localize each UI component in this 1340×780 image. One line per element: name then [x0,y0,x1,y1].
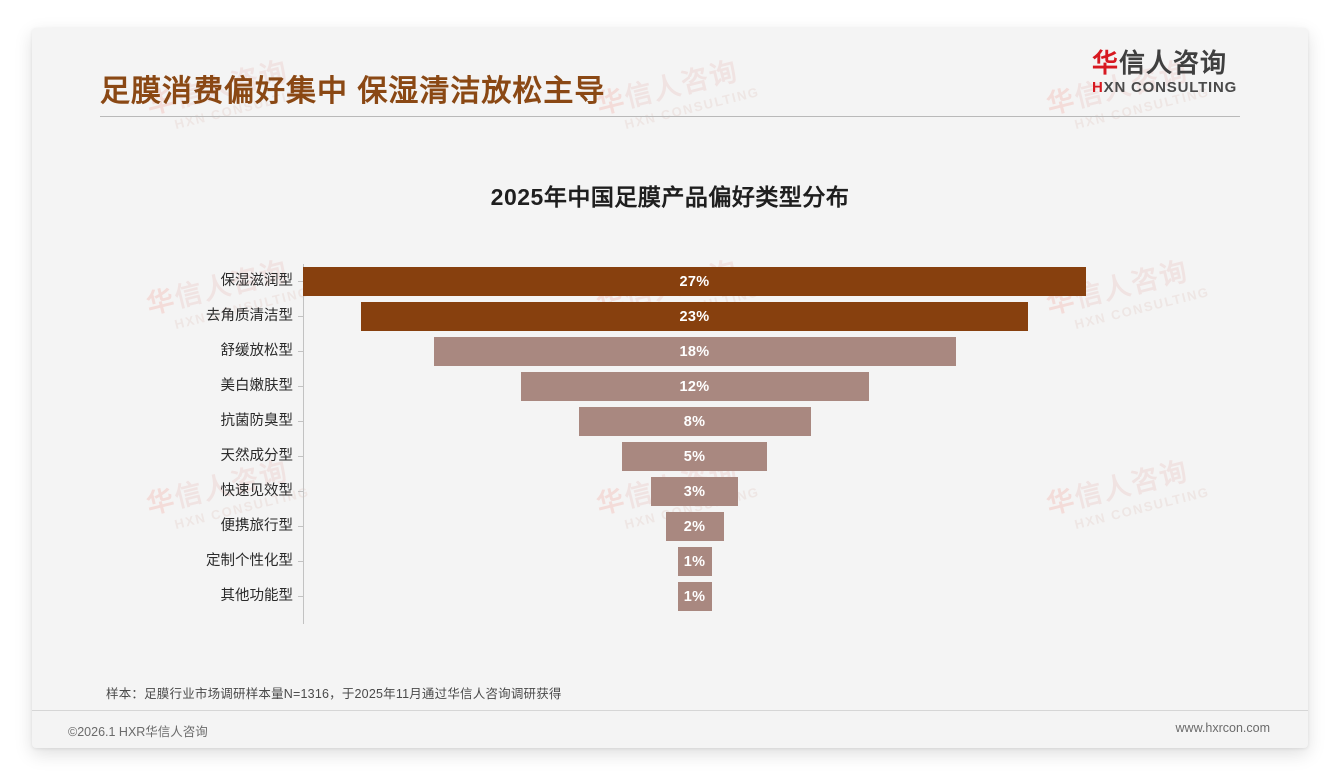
axis-tick [298,386,303,387]
funnel-bar: 1% [677,582,712,611]
bar-value-label: 2% [683,518,706,535]
bar-value-label: 18% [679,343,710,360]
category-label: 抗菌防臭型 [220,413,294,429]
category-label: 去角质清洁型 [206,308,293,324]
funnel-row: 天然成分型 5% [32,439,1308,474]
axis-tick [298,316,303,317]
category-label: 定制个性化型 [206,553,293,569]
brand-logo-english-highlight: H [1092,79,1104,97]
funnel-bar: 27% [303,267,1086,296]
bar-value-label: 5% [683,448,706,465]
chart-area: 2025年中国足膜产品偏好类型分布 保湿滋润型 27% 去角质清洁型 23% 舒缓放松型… [32,124,1308,660]
chart-title: 2025年中国足膜产品偏好类型分布 [490,184,850,210]
axis-tick [298,351,303,352]
footer-copyright: ©2026.1 HXR华信人咨询 [68,725,208,739]
axis-tick [298,281,303,282]
axis-tick [298,456,303,457]
bar-value-label: 1% [683,553,706,570]
funnel-bar: 23% [361,302,1028,331]
footer-divider [32,710,1308,711]
axis-tick [298,491,303,492]
brand-logo-english: HXN CONSULTING [1092,79,1272,96]
funnel-bar: 5% [622,442,767,471]
funnel-bar: 3% [651,477,738,506]
category-label: 美白嫩肤型 [220,378,294,394]
axis-tick [298,421,303,422]
axis-tick [298,561,303,562]
page-title: 足膜消费偏好集中 保湿清洁放松主导 [100,75,606,108]
category-label: 快速见效型 [220,483,294,499]
category-label: 保湿滋润型 [220,273,294,289]
slide-footer: ©2026.1 HXR华信人咨询 www.hxrcon.com [32,710,1308,748]
category-axis-line [303,264,304,624]
brand-logo-english-rest: XN CONSULTING [1103,79,1238,97]
bar-value-label: 12% [679,378,710,395]
funnel-row: 舒缓放松型 18% [32,334,1308,369]
sample-footnote: 样本：足膜行业市场调研样本量N=1316，于2025年11月通过华信人咨询调研获… [106,687,562,701]
brand-logo-chinese-highlight: 华 [1092,48,1120,78]
funnel-bar: 1% [677,547,712,576]
slide-header: 足膜消费偏好集中 保湿清洁放松主导 华信人咨询 HXN CONSULTING [32,28,1308,124]
axis-tick [298,526,303,527]
funnel-chart-plot: 保湿滋润型 27% 去角质清洁型 23% 舒缓放松型 18% 美白嫩肤型 12% 抗菌防臭型 8%… [32,264,1308,624]
axis-tick [298,596,303,597]
funnel-row: 抗菌防臭型 8% [32,404,1308,439]
funnel-bar: 12% [520,372,869,401]
footer-url: www.hxrcon.com [1175,721,1270,735]
bar-value-label: 3% [683,483,706,500]
funnel-bar: 8% [578,407,811,436]
funnel-bar: 18% [433,337,956,366]
bar-value-label: 27% [679,273,710,290]
category-label: 其他功能型 [220,588,294,604]
funnel-row: 去角质清洁型 23% [32,299,1308,334]
funnel-row: 保湿滋润型 27% [32,264,1308,299]
funnel-row: 快速见效型 3% [32,474,1308,509]
bar-value-label: 1% [683,588,706,605]
slide-card: 华信人咨询 HXN CONSULTING 华信人咨询 HXN CONSULTING 华信… [32,28,1308,748]
brand-logo-chinese: 华信人咨询 [1092,48,1272,78]
brand-logo-chinese-rest: 信人咨询 [1119,48,1228,78]
category-label: 天然成分型 [220,448,294,464]
bar-value-label: 23% [679,308,710,325]
category-label: 舒缓放松型 [220,343,294,359]
funnel-row: 定制个性化型 1% [32,544,1308,579]
brand-logo: 华信人咨询 HXN CONSULTING [1092,48,1272,96]
funnel-row: 美白嫩肤型 12% [32,369,1308,404]
header-divider [100,116,1240,117]
funnel-row: 其他功能型 1% [32,579,1308,614]
funnel-bar: 2% [665,512,724,541]
funnel-row: 便携旅行型 2% [32,509,1308,544]
category-label: 便携旅行型 [220,518,294,534]
bar-value-label: 8% [683,413,706,430]
